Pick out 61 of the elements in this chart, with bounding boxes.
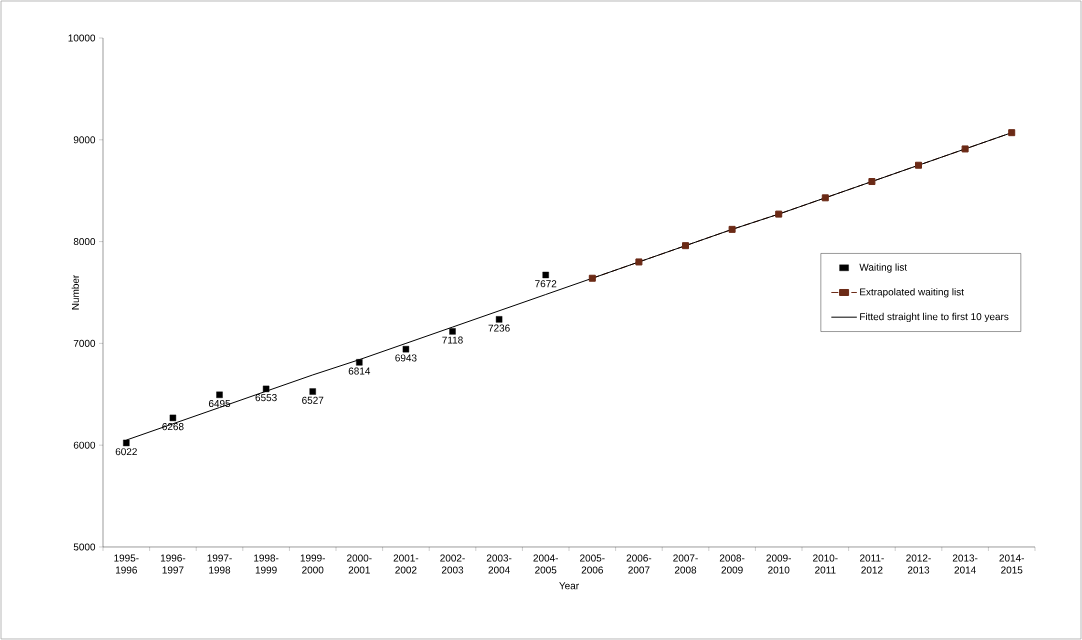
point bbox=[821, 194, 829, 202]
data-label: 6527 bbox=[302, 396, 324, 404]
y-tick-label: 9000 bbox=[73, 136, 96, 144]
point bbox=[682, 242, 690, 250]
x-tick-label: 2001-2002 bbox=[393, 554, 419, 574]
legend-label: Extrapolated waiting list bbox=[860, 288, 964, 298]
data-label: 7236 bbox=[488, 324, 510, 332]
x-tick-label: 2005-2006 bbox=[580, 554, 605, 574]
x-tick-label: 2006-2007 bbox=[626, 554, 652, 574]
point bbox=[402, 345, 410, 353]
point bbox=[309, 388, 316, 395]
data-label: 6943 bbox=[395, 354, 417, 362]
x-tick-label: 2002-2003 bbox=[440, 554, 465, 574]
x-tick-label: 2000-2001 bbox=[347, 554, 372, 574]
point bbox=[356, 359, 363, 366]
x-tick-label: 2010-2011 bbox=[813, 554, 838, 574]
point bbox=[495, 316, 503, 323]
x-tick-label: 2008-2009 bbox=[719, 554, 745, 574]
point bbox=[635, 258, 643, 266]
point bbox=[868, 178, 876, 186]
x-tick-label: 1996-1997 bbox=[160, 554, 186, 574]
point bbox=[262, 385, 270, 393]
data-label: 7672 bbox=[535, 280, 557, 288]
data-label: 6814 bbox=[348, 367, 371, 375]
x-tick-label: 2009-2010 bbox=[766, 554, 791, 574]
y-tick-label: 7000 bbox=[73, 339, 96, 347]
x-tick-label: 2012-2013 bbox=[906, 554, 931, 574]
x-tick-label: 2007-2008 bbox=[673, 554, 698, 574]
x-tick-label: 1998-1999 bbox=[254, 554, 279, 574]
x-tick-label: 1997-1998 bbox=[207, 554, 232, 574]
x-tick-label: 2003-2004 bbox=[486, 554, 512, 574]
y-axis-title: Number bbox=[71, 274, 79, 310]
x-axis-title: Year bbox=[559, 582, 579, 590]
point bbox=[169, 414, 177, 422]
point bbox=[961, 145, 969, 153]
data-label: 6495 bbox=[208, 400, 231, 408]
y-tick-label: 10000 bbox=[68, 34, 96, 42]
legend-label: Waiting list bbox=[859, 263, 908, 273]
x-tick-label: 2014-2015 bbox=[999, 554, 1024, 574]
point bbox=[449, 328, 456, 335]
x-tick-label: 2011-2012 bbox=[860, 554, 884, 574]
y-tick-label: 6000 bbox=[73, 441, 96, 449]
x-tick-label: 2013-2014 bbox=[952, 554, 978, 574]
y-tick-label: 8000 bbox=[73, 238, 96, 246]
y-tick-label: 5000 bbox=[73, 543, 96, 551]
data-label: 6268 bbox=[162, 423, 184, 431]
point bbox=[542, 271, 549, 279]
point bbox=[775, 210, 783, 218]
x-tick-label: 1995-1996 bbox=[114, 554, 139, 574]
data-label: 6022 bbox=[115, 448, 137, 456]
point bbox=[728, 225, 736, 233]
point bbox=[1008, 129, 1016, 137]
point bbox=[915, 161, 923, 169]
point bbox=[123, 439, 130, 447]
point bbox=[216, 391, 223, 398]
data-label: 6553 bbox=[255, 394, 277, 402]
point bbox=[588, 274, 596, 282]
data-label: 7118 bbox=[442, 336, 463, 344]
x-tick-label: 2004-2005 bbox=[533, 554, 558, 574]
x-tick-label: 1999-2000 bbox=[300, 554, 325, 574]
legend-label: Fitted straight line to first 10 years bbox=[860, 312, 1009, 323]
